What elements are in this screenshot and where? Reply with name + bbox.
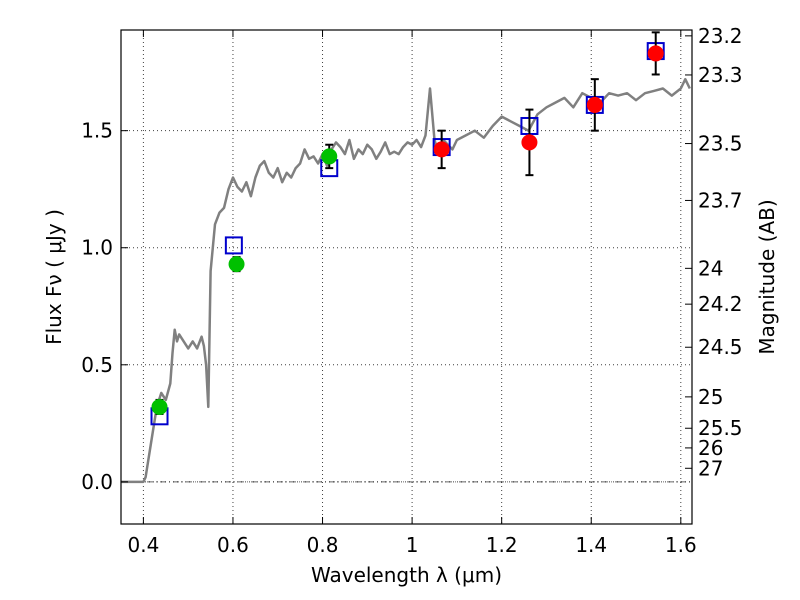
photometry-point <box>647 45 664 62</box>
photometry-point <box>586 96 603 113</box>
series-group <box>121 31 691 484</box>
right-axis-title: Magnitude (AB) <box>755 199 779 354</box>
photometry-point <box>521 134 538 151</box>
x-tick-label: 0.4 <box>127 533 159 557</box>
mag-tick-label: 26 <box>698 436 723 460</box>
photometry-point <box>321 148 338 165</box>
model-flux-square <box>224 236 243 255</box>
x-tick-label: 0.6 <box>217 533 249 557</box>
photometry-point <box>433 141 450 158</box>
mag-tick-label: 25 <box>698 385 723 409</box>
plot-frame <box>120 29 693 525</box>
mag-tick-label: 24.5 <box>698 335 743 359</box>
mag-tick-label: 23.5 <box>698 132 743 156</box>
x-tick-label: 1.2 <box>486 533 518 557</box>
x-tick-label: 1.6 <box>665 533 697 557</box>
y-tick-label: 1.0 <box>81 236 113 260</box>
mag-tick-label: 23.7 <box>698 188 743 212</box>
mag-tick-label: 23.2 <box>698 24 743 48</box>
mag-tick-label: 27 <box>698 456 723 480</box>
x-axis-title: Wavelength λ (μm) <box>311 563 502 587</box>
y-tick-label: 1.5 <box>81 119 113 143</box>
y-tick-label: 0.5 <box>81 353 113 377</box>
x-tick-label: 1.4 <box>575 533 607 557</box>
y-axis-title: Flux Fν ( μJy ) <box>42 209 66 345</box>
mag-tick-label: 24.2 <box>698 292 743 316</box>
photometry-point <box>228 256 245 273</box>
template-spectrum-line <box>121 77 691 484</box>
x-tick-label: 0.8 <box>307 533 339 557</box>
photometry-point <box>151 398 168 415</box>
y-tick-label: 0.0 <box>81 470 113 494</box>
mag-tick-label: 24 <box>698 256 723 280</box>
mag-tick-label: 23.3 <box>698 63 743 87</box>
mag-tick-label: 25.5 <box>698 416 743 440</box>
x-tick-label: 1 <box>406 533 419 557</box>
